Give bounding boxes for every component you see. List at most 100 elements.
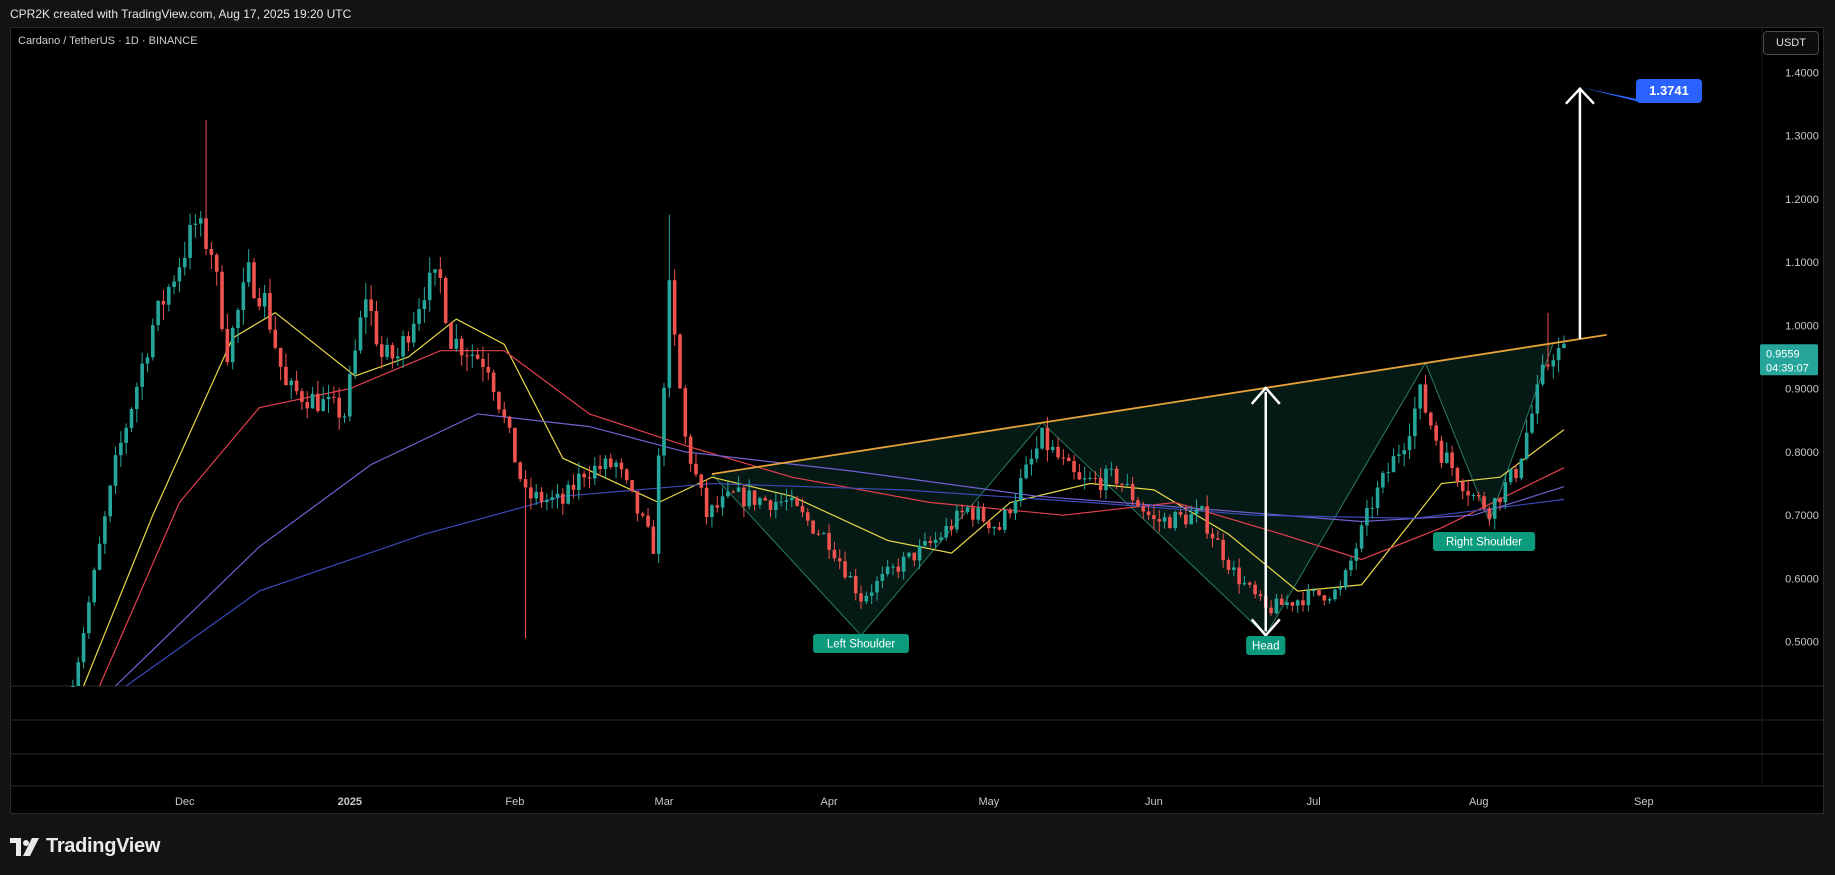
candle-body	[539, 491, 544, 503]
candle-body	[949, 526, 954, 530]
candle-body	[736, 487, 741, 492]
candle-body	[76, 662, 81, 686]
candle-body	[220, 271, 224, 330]
candle-body	[545, 499, 549, 503]
candle-body	[1375, 487, 1380, 508]
candle-body	[135, 386, 139, 410]
candle-body	[188, 225, 192, 258]
candle-body	[811, 520, 815, 534]
candle-body	[1413, 408, 1417, 437]
candle-body	[529, 487, 533, 499]
candle-body	[1423, 384, 1428, 413]
y-tick-label: 1.3000	[1785, 131, 1819, 143]
candle-body	[1365, 507, 1369, 526]
candle-body	[246, 262, 251, 283]
currency-button[interactable]: USDT	[1763, 31, 1819, 55]
candle-body	[1429, 412, 1433, 426]
candle-body	[976, 507, 980, 520]
candle-body	[1381, 473, 1385, 488]
candle-body	[1125, 483, 1130, 485]
candle-body	[310, 393, 315, 409]
x-tick-label: Sep	[1634, 796, 1654, 808]
candle-body	[1141, 506, 1146, 512]
candle-body	[422, 300, 427, 310]
candle-body	[1370, 507, 1375, 509]
candle-body	[1311, 590, 1316, 592]
candle-body	[1535, 384, 1540, 414]
candle-body	[587, 477, 592, 479]
y-tick-label: 1.4000	[1785, 67, 1819, 79]
candle-body	[1295, 600, 1300, 606]
candle-body	[193, 223, 198, 226]
candle-body	[1514, 469, 1518, 479]
candle-body	[411, 323, 416, 343]
candle-body	[1333, 589, 1337, 600]
candle-body	[1093, 477, 1098, 479]
candle-body	[1508, 469, 1513, 483]
candle-body	[358, 317, 363, 351]
candle-body	[779, 501, 783, 503]
candle-body	[1056, 446, 1060, 458]
candle-body	[454, 338, 459, 349]
candle-body	[656, 455, 661, 554]
candle-body	[1444, 452, 1449, 463]
candle-body	[364, 299, 368, 318]
candle-body	[284, 366, 288, 386]
candle-body	[1200, 506, 1204, 510]
candle-body	[784, 500, 789, 502]
candle-body	[1189, 514, 1193, 525]
candle-body	[225, 329, 230, 363]
candle-body	[816, 533, 821, 535]
candle-body	[896, 566, 901, 572]
candle-body	[1136, 500, 1140, 507]
candle-body	[87, 602, 91, 634]
candle-body	[731, 491, 736, 493]
drawings-layer: 1.3741 Left Shoulder Head Right Shoulder	[711, 79, 1702, 655]
candle-body	[321, 399, 326, 412]
candle-body	[939, 537, 943, 540]
candle-body	[1104, 468, 1108, 491]
candle-body	[566, 484, 570, 504]
candle-body	[81, 633, 86, 663]
tradingview-wordmark: TradingView	[46, 835, 161, 857]
candle-body	[1024, 464, 1028, 479]
candle-body	[821, 533, 826, 535]
candle-body	[427, 272, 432, 301]
candle-body	[608, 458, 613, 468]
candle-body	[337, 397, 341, 418]
candle-body	[257, 297, 262, 307]
candle-body	[1466, 491, 1470, 496]
candle-body	[278, 347, 283, 367]
candle-body	[837, 558, 842, 562]
candle-body	[1460, 481, 1465, 492]
candle-body	[385, 344, 389, 358]
candle-body	[747, 490, 752, 507]
candle-body	[523, 479, 528, 488]
y-tick-label: 0.9000	[1785, 384, 1819, 396]
candle-body	[928, 540, 933, 543]
candle-body	[1061, 457, 1066, 459]
candle-body	[1072, 461, 1076, 473]
candle-body	[289, 380, 294, 386]
candle-body	[619, 462, 624, 470]
candle-body	[923, 540, 927, 546]
candle-body	[486, 366, 491, 373]
candle-body	[1258, 594, 1263, 597]
y-tick-label: 0.6000	[1785, 573, 1819, 585]
candle-body	[140, 363, 144, 387]
x-tick-label: Mar	[655, 796, 674, 808]
head-label: Head	[1252, 641, 1280, 653]
x-tick-label: Apr	[821, 796, 838, 808]
candle-body	[790, 497, 794, 501]
tradingview-logo[interactable]: TradingView	[10, 835, 160, 858]
candle-body	[1029, 458, 1034, 465]
candle-body	[129, 409, 134, 428]
candle-body	[688, 436, 693, 464]
candle-body	[704, 487, 709, 518]
candle-body	[449, 322, 453, 349]
candle-body	[1109, 468, 1114, 470]
candle-body	[305, 401, 310, 409]
candle-body	[1503, 482, 1508, 503]
attribution-text: CPR2K created with TradingView.com, Aug …	[10, 7, 352, 21]
